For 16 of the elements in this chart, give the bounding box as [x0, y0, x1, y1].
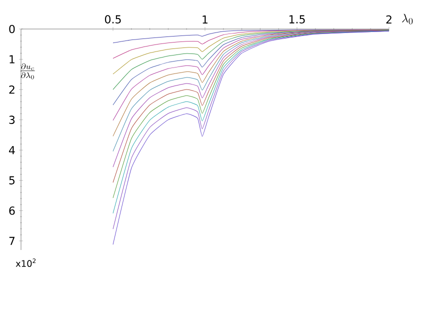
line-series — [112, 30, 390, 90]
y-tick-label: 0 — [9, 24, 15, 34]
y-axis-title: $\frac{\partial u_c}{\partial \lambda_0}$ — [20, 63, 35, 80]
y-tick-label: 5 — [9, 176, 15, 184]
y-tick-label: 2 — [9, 85, 14, 94]
x-axis-title: $\lambda_0$ — [402, 14, 413, 24]
y-tick-label: 4 — [9, 146, 15, 154]
x-tick-label: 1.5 — [289, 15, 305, 24]
text: x10$^{2}$ — [16, 258, 36, 267]
x-tick-label: 2 — [386, 15, 392, 24]
y-tick-label: 3 — [9, 116, 15, 124]
x-tick-label: 1 — [202, 15, 208, 24]
y-tick-label: 7 — [9, 236, 15, 245]
y-tick-label: 6 — [9, 206, 15, 215]
x-tick-label: 0.5 — [104, 15, 121, 24]
y-tick-label: 1 — [10, 55, 14, 64]
